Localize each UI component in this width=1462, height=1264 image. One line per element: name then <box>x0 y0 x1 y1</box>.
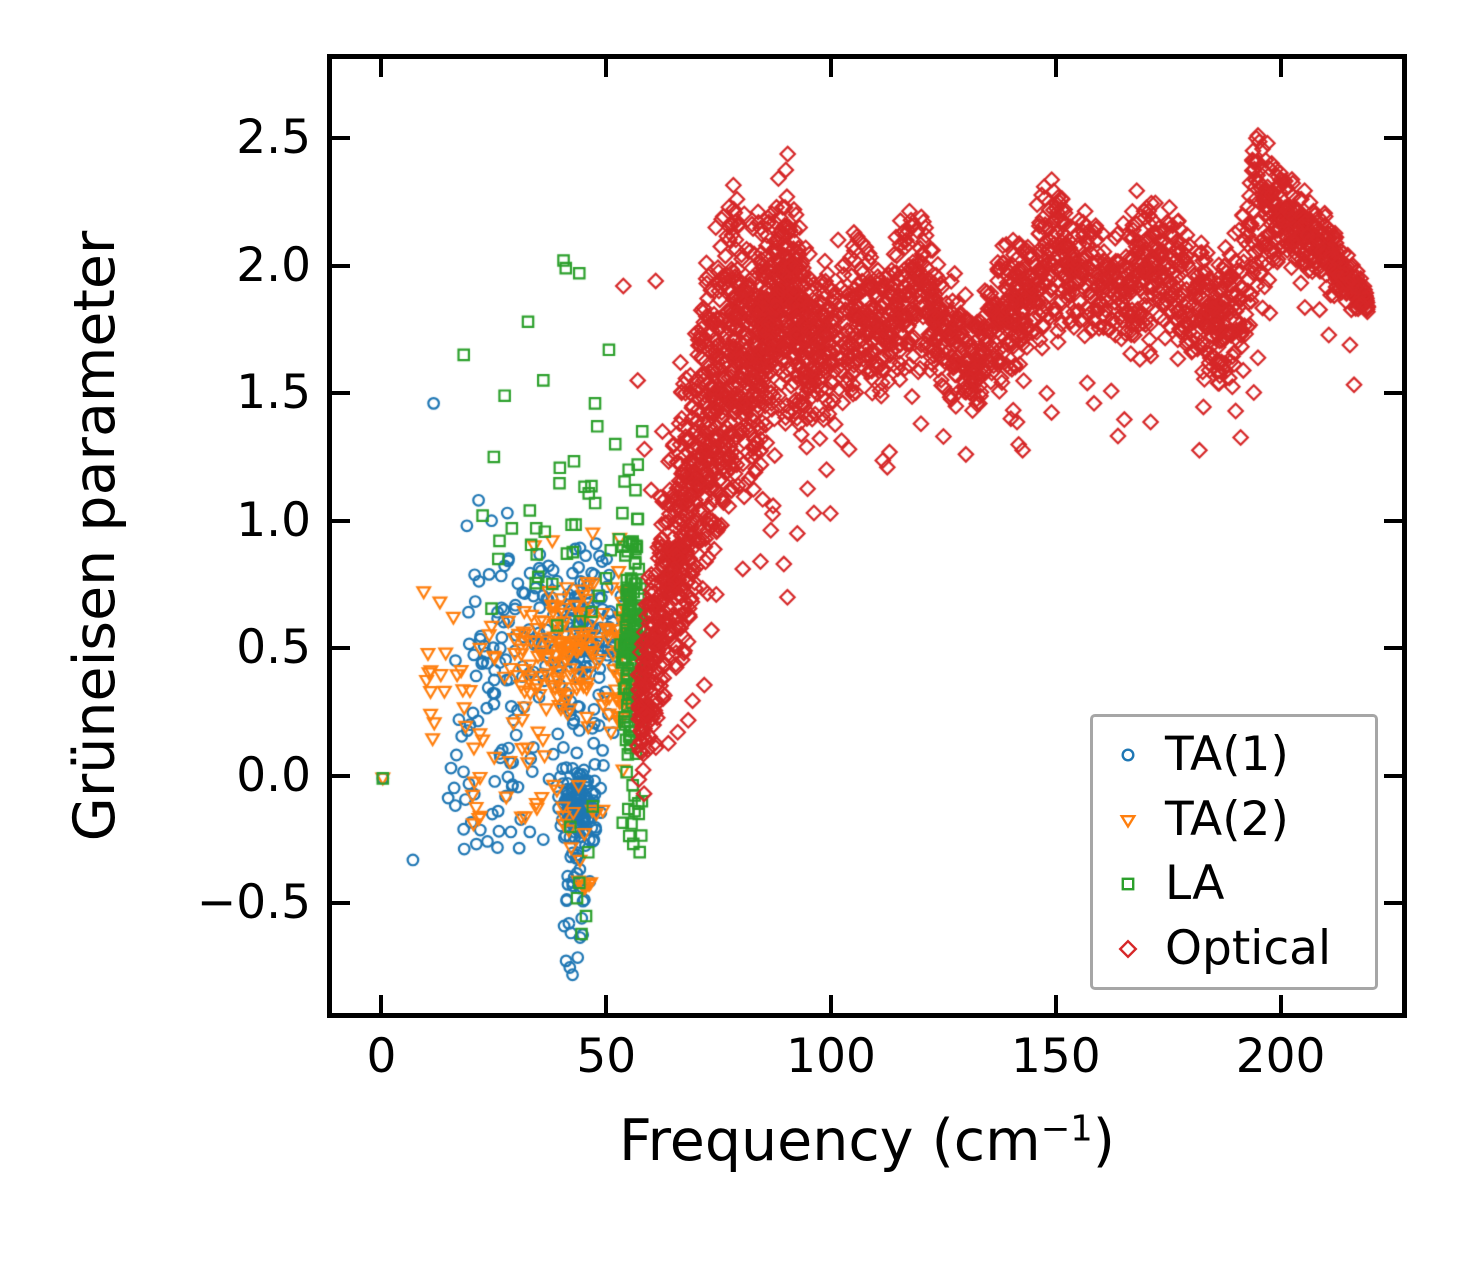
x-tick-label: 0 <box>366 1029 397 1084</box>
legend-label-ta1: TA(1) <box>1165 727 1289 783</box>
triangle-down-marker-icon <box>1119 814 1137 829</box>
y-tick-label: 1.5 <box>236 365 311 421</box>
x-axis-label-suffix: ) <box>1092 1108 1115 1174</box>
legend-entry-optical: Optical <box>1115 920 1375 978</box>
y-tick-label: 2.0 <box>236 237 311 293</box>
x-tick-label: 200 <box>1235 1029 1326 1084</box>
x-tick-label: 100 <box>786 1029 876 1084</box>
x-tick-bottom <box>604 995 609 1013</box>
legend-label-la2: TA(2) <box>1165 791 1289 847</box>
y-tick-left <box>332 136 350 141</box>
x-tick-top <box>1053 59 1058 77</box>
diamond-marker-icon <box>1118 939 1138 959</box>
x-tick-top <box>379 59 384 77</box>
y-tick-left <box>332 773 350 778</box>
y-tick-right <box>1384 263 1402 268</box>
y-tick-label: 0.5 <box>236 620 311 676</box>
y-tick-right <box>1384 773 1402 778</box>
circle-marker-icon <box>1121 748 1135 762</box>
y-tick-label: 0.0 <box>236 747 311 803</box>
y-tick-left <box>332 901 350 906</box>
y-tick-left <box>332 646 350 651</box>
y-tick-right <box>1384 518 1402 523</box>
legend: TA(1) TA(2) LA Optical <box>1090 714 1378 990</box>
x-tick-top <box>829 59 834 77</box>
x-tick-top <box>1278 59 1283 77</box>
x-tick-top <box>604 59 609 77</box>
legend-label-optical: Optical <box>1165 920 1332 976</box>
x-tick-label: 150 <box>1010 1029 1101 1084</box>
y-tick-label: −0.5 <box>196 875 311 931</box>
y-tick-right <box>1384 901 1402 906</box>
x-tick-bottom <box>1278 995 1283 1013</box>
y-tick-left <box>332 391 350 396</box>
y-tick-left <box>332 263 350 268</box>
y-tick-right <box>1384 136 1402 141</box>
y-tick-label: 1.0 <box>236 492 311 548</box>
legend-label-la: LA <box>1165 856 1225 912</box>
x-tick-bottom <box>1053 995 1058 1013</box>
legend-entry-la: LA <box>1115 855 1375 913</box>
y-tick-label: 2.5 <box>236 110 311 166</box>
x-tick-bottom <box>829 995 834 1013</box>
legend-entry-ta2: TA(2) <box>1115 791 1375 849</box>
y-tick-right <box>1384 391 1402 396</box>
y-tick-left <box>332 518 350 523</box>
plot-area <box>327 54 1407 1018</box>
legend-entry-ta1: TA(1) <box>1115 726 1375 784</box>
x-axis-label-text: Frequency (cm <box>618 1108 1041 1174</box>
y-tick-right <box>1384 646 1402 651</box>
x-tick-bottom <box>379 995 384 1013</box>
x-axis-label-superscript: −1 <box>1040 1108 1093 1150</box>
square-marker-icon <box>1121 877 1135 891</box>
x-tick-label: 50 <box>576 1029 637 1084</box>
x-axis-label: Frequency (cm−1) <box>400 1108 1334 1174</box>
